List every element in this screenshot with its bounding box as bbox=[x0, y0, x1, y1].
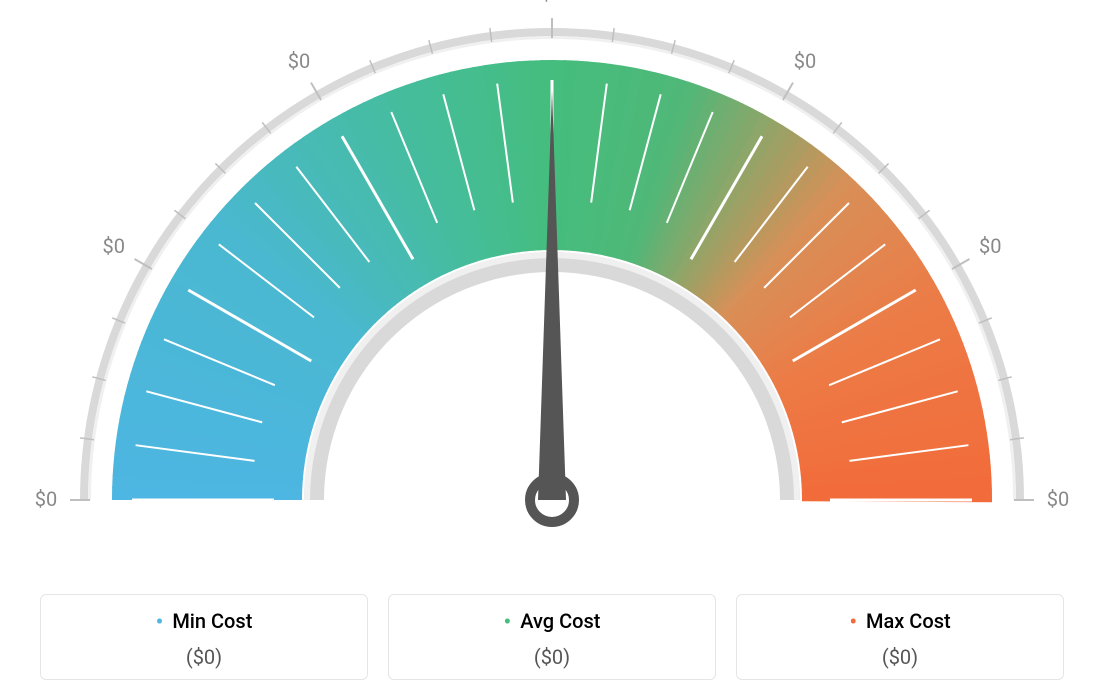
legend-min-label: Min Cost bbox=[172, 609, 252, 633]
legend-max-value: ($0) bbox=[747, 645, 1053, 669]
dot-icon: • bbox=[156, 610, 164, 635]
legend-max-title: • Max Cost bbox=[747, 609, 1053, 635]
gauge-tick-label: $0 bbox=[541, 0, 563, 5]
legend-min-title: • Min Cost bbox=[51, 609, 357, 635]
legend-max-label: Max Cost bbox=[866, 609, 951, 633]
legend-card-max: • Max Cost ($0) bbox=[736, 594, 1064, 680]
dot-icon: • bbox=[849, 610, 857, 635]
legend-row: • Min Cost ($0) • Avg Cost ($0) • Max Co… bbox=[40, 594, 1064, 680]
gauge-tick-label: $0 bbox=[103, 234, 125, 258]
gauge-svg: $0 $0 $0 $0 $0 $0 $0 bbox=[0, 0, 1104, 560]
legend-avg-label: Avg Cost bbox=[520, 609, 600, 633]
legend-min-value: ($0) bbox=[51, 645, 357, 669]
dot-icon: • bbox=[504, 610, 512, 635]
gauge-tick-label: $0 bbox=[1047, 487, 1069, 511]
gauge-tick-label: $0 bbox=[35, 487, 57, 511]
gauge-tick-label: $0 bbox=[794, 49, 816, 73]
gauge-chart: $0 $0 $0 $0 $0 $0 $0 bbox=[0, 0, 1104, 560]
legend-card-avg: • Avg Cost ($0) bbox=[388, 594, 716, 680]
legend-card-min: • Min Cost ($0) bbox=[40, 594, 368, 680]
legend-avg-value: ($0) bbox=[399, 645, 705, 669]
legend-avg-title: • Avg Cost bbox=[399, 609, 705, 635]
gauge-tick-label: $0 bbox=[979, 234, 1001, 258]
gauge-tick-label: $0 bbox=[288, 49, 310, 73]
cost-gauge-widget: $0 $0 $0 $0 $0 $0 $0 • Min Cost ($0) • Avg Cos… bbox=[0, 0, 1104, 690]
